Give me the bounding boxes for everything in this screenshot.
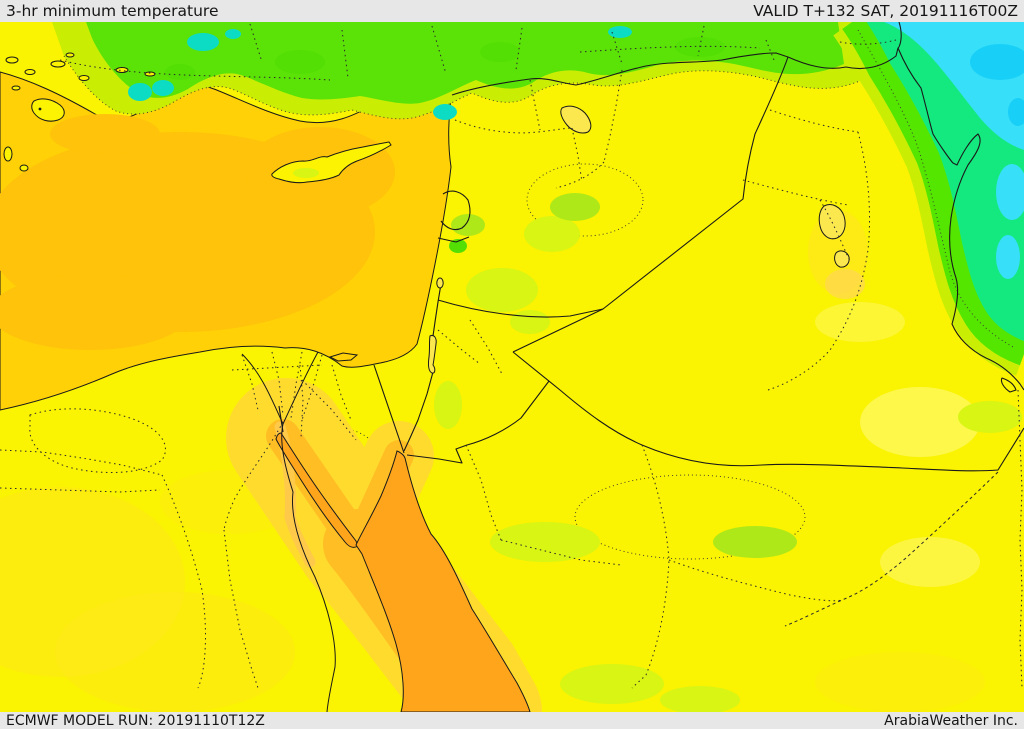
ne-contour: [857, 29, 1016, 349]
anatolia-green-core: [86, 22, 844, 104]
lebanon-border: [437, 190, 471, 243]
ne-green-boundary-band: [842, 22, 1024, 366]
map-area: [0, 22, 1024, 712]
saudi-dashed-border: [784, 471, 999, 627]
footer-bar: ECMWF MODEL RUN: 20191110T12Z ArabiaWeat…: [0, 712, 1024, 729]
northeast-cold-region: [833, 22, 1024, 376]
rhodes-island: [31, 98, 65, 122]
anatolia-cool-band: [52, 22, 863, 120]
gulf-of-suez: [275, 432, 359, 548]
red-sea-region: [275, 432, 531, 712]
header-bar: 3-hr minimum temperature VALID T+132 SAT…: [0, 0, 1024, 22]
admin-borders: [0, 23, 1023, 689]
lakes: [328, 105, 850, 374]
syria-jordan-border: [437, 299, 604, 318]
valid-time-label: VALID T+132 SAT, 20191116T00Z: [753, 2, 1018, 20]
sea-of-galilee: [436, 277, 444, 289]
iran-border: [897, 22, 1024, 391]
country-borders: [278, 22, 1024, 472]
lake-tharthar: [818, 204, 846, 240]
shatt-al-arab: [1000, 377, 1017, 393]
island-point: [38, 107, 42, 111]
turkey-iraq-border: [787, 47, 899, 70]
turkey-syria-border: [451, 52, 789, 96]
red-sea-and-gulf-of-aqaba: [355, 450, 531, 712]
temperature-map-canvas: [0, 22, 1024, 712]
islands: [3, 52, 392, 184]
ne-cyan-blobs: [970, 44, 1024, 279]
lake-assad: [560, 105, 592, 134]
cyprus-cool-spot: [293, 168, 319, 178]
iraq-saudi-border: [512, 351, 1024, 472]
anatolia-teal-spots: [128, 26, 632, 120]
lake-bardawil: [328, 352, 359, 362]
aegean-islands: [3, 52, 156, 172]
lake-habbaniyah: [834, 250, 850, 268]
jordan-saudi-border: [406, 380, 550, 464]
syria-iraq-border: [512, 56, 789, 353]
israel-egypt-border: [373, 364, 405, 454]
cool-green-patches: [173, 92, 1022, 712]
attribution-label: ArabiaWeather Inc.: [884, 712, 1018, 729]
page-title: 3-hr minimum temperature: [6, 2, 219, 20]
dead-sea: [427, 335, 437, 374]
nile-river: [241, 351, 336, 712]
jordan-rift-border: [403, 283, 442, 452]
model-run-label: ECMWF MODEL RUN: 20191110T12Z: [6, 712, 265, 729]
